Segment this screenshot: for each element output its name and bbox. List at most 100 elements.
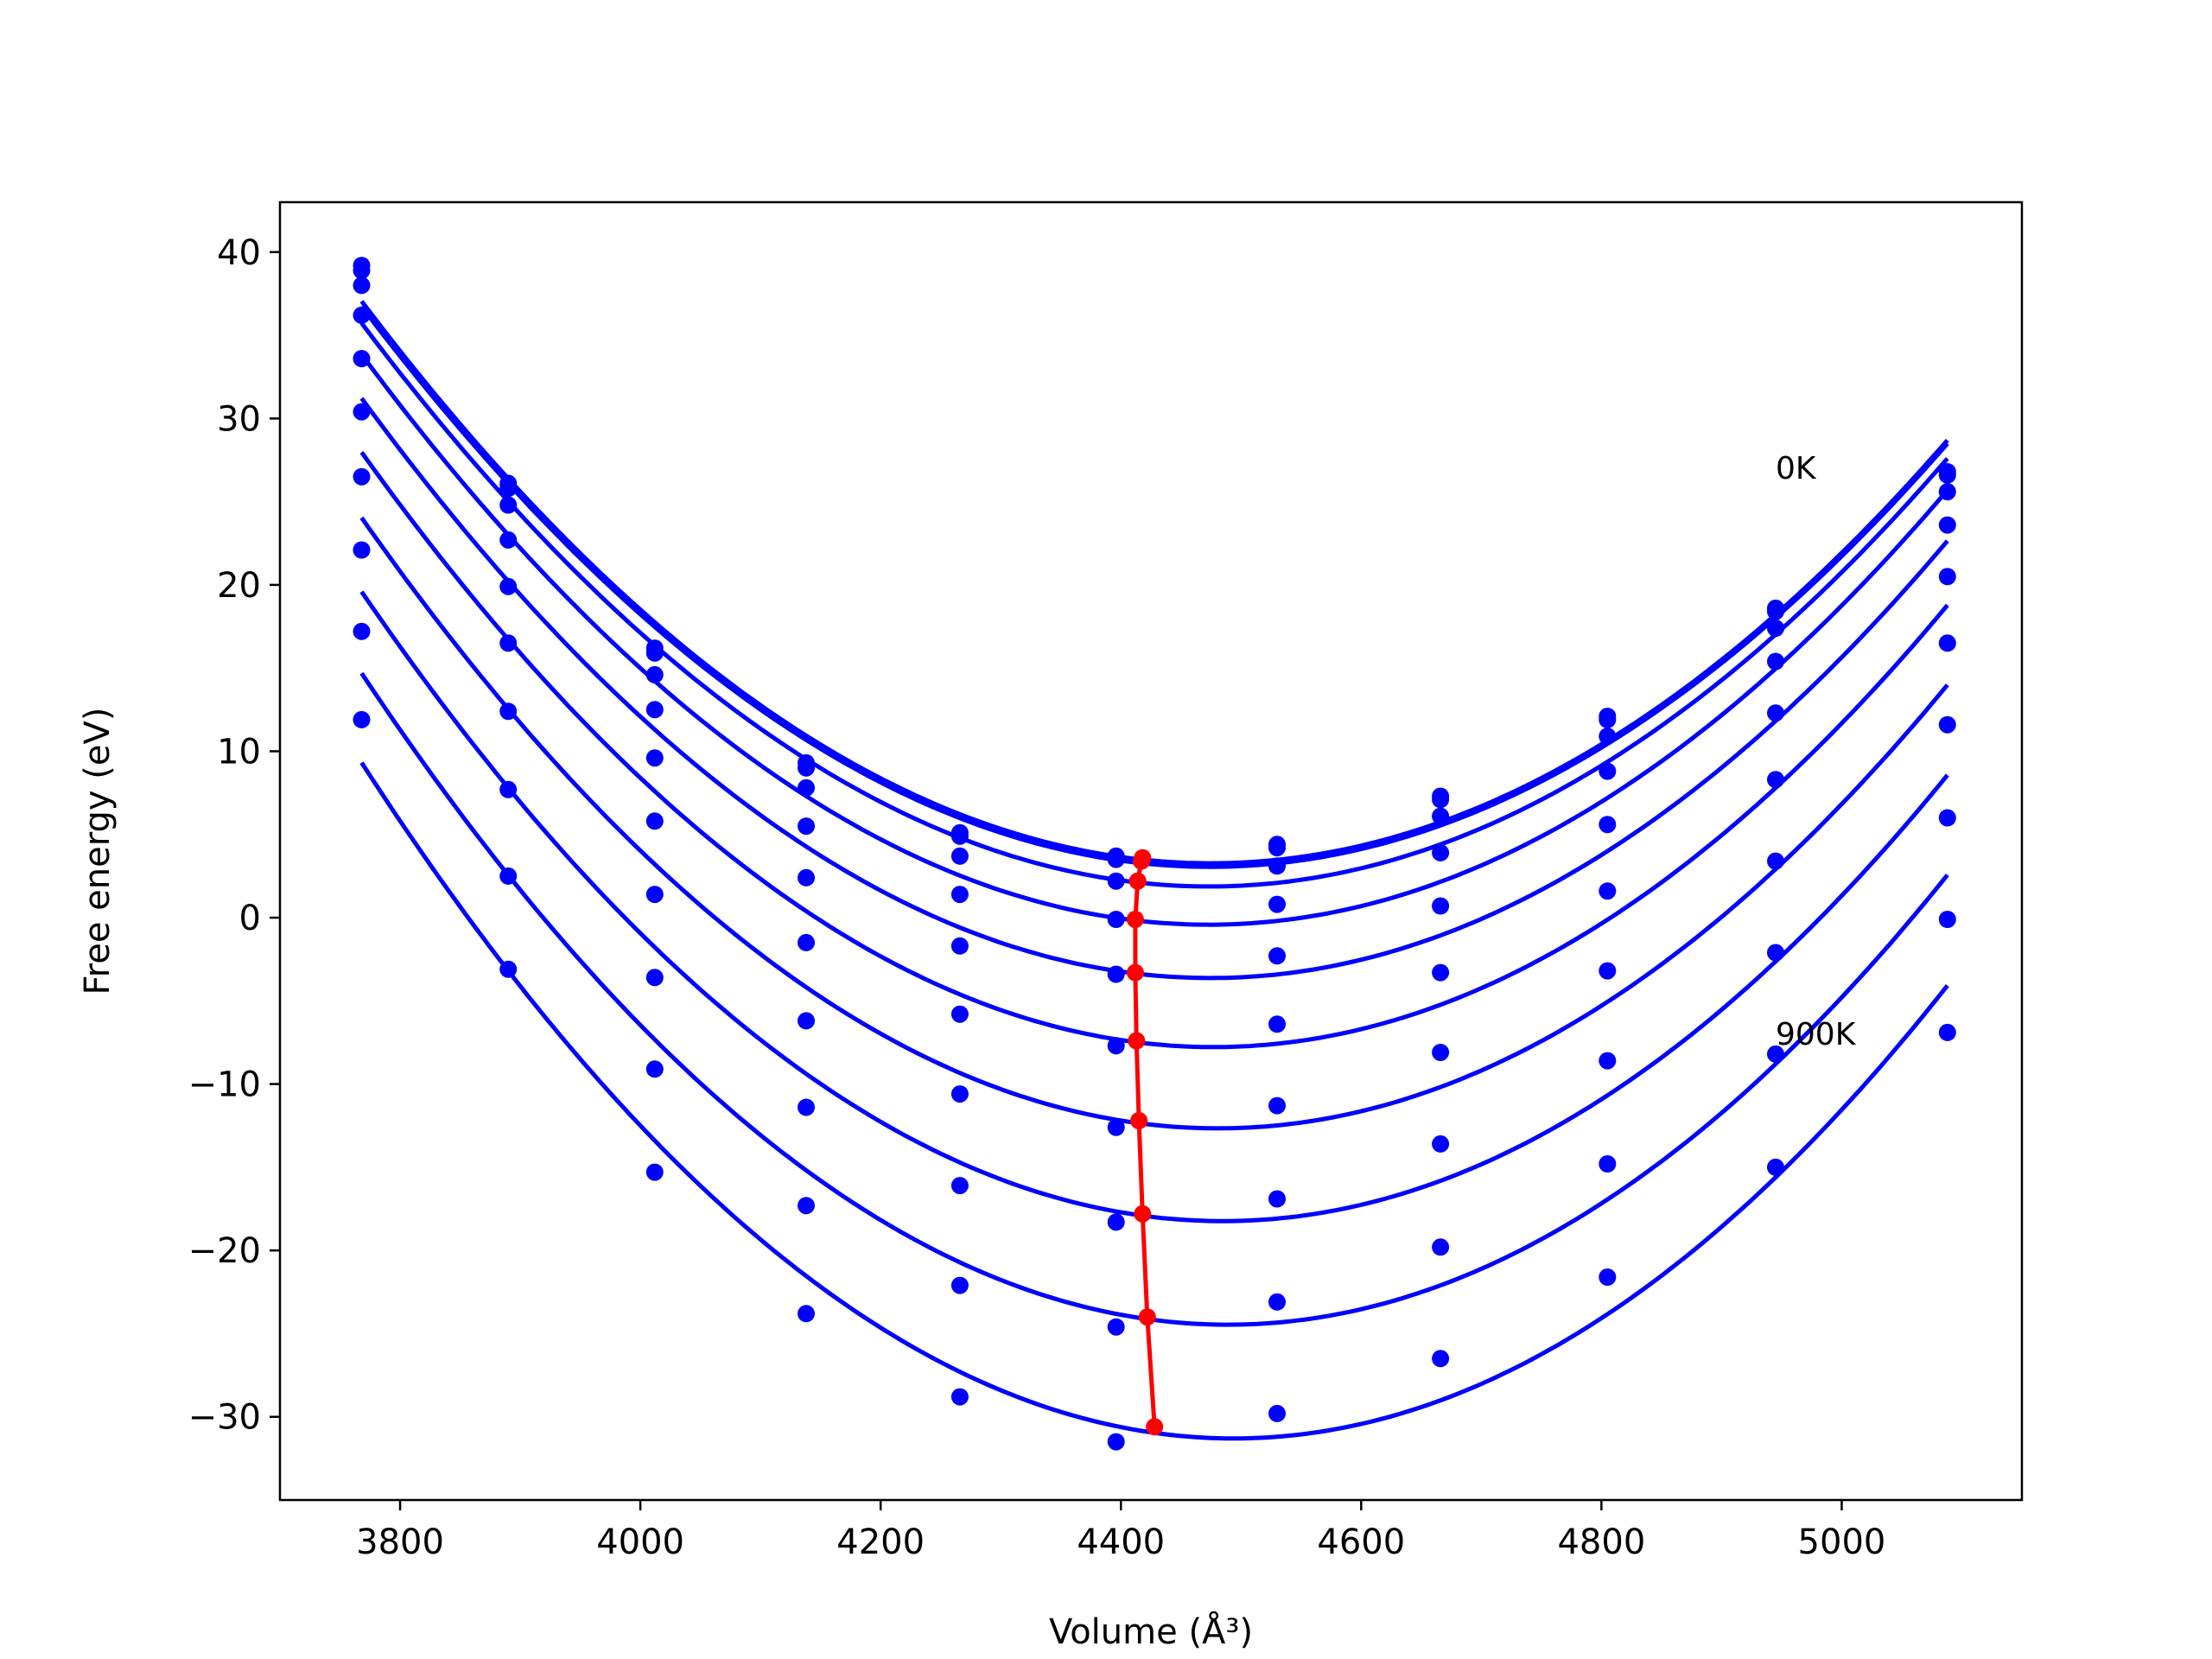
data-point bbox=[1938, 715, 1956, 734]
data-point bbox=[1599, 816, 1617, 834]
data-point bbox=[645, 644, 664, 662]
data-point bbox=[950, 847, 969, 865]
data-point bbox=[1767, 602, 1784, 620]
data-point bbox=[645, 701, 664, 719]
data-point bbox=[1268, 1190, 1286, 1208]
fit-curve-2 bbox=[359, 321, 1949, 889]
fit-curve-1 bbox=[359, 305, 1949, 869]
data-point bbox=[645, 749, 664, 767]
data-point bbox=[353, 262, 371, 279]
data-point bbox=[1432, 843, 1450, 861]
fit-curve-0 bbox=[359, 300, 1949, 866]
data-point bbox=[1268, 895, 1286, 913]
data-point bbox=[499, 531, 518, 549]
plot-frame bbox=[278, 200, 2024, 1502]
data-point bbox=[950, 1085, 969, 1103]
minimum-point bbox=[1146, 1418, 1164, 1436]
data-point bbox=[798, 1098, 815, 1116]
y-tick-label: 30 bbox=[217, 399, 261, 439]
y-tick-label: 0 bbox=[239, 899, 261, 938]
data-point bbox=[645, 969, 664, 987]
data-point bbox=[1268, 947, 1286, 965]
data-point bbox=[950, 886, 969, 904]
data-point bbox=[1107, 850, 1125, 868]
data-point bbox=[798, 868, 815, 887]
data-point bbox=[798, 759, 815, 777]
data-point bbox=[353, 622, 371, 640]
data-point bbox=[798, 1305, 815, 1323]
data-point bbox=[1599, 728, 1617, 746]
data-point bbox=[353, 403, 371, 421]
data-point bbox=[1938, 483, 1956, 501]
data-point bbox=[1432, 791, 1450, 809]
data-point bbox=[1268, 1404, 1286, 1422]
data-point bbox=[1767, 620, 1784, 637]
data-point bbox=[950, 827, 969, 845]
data-point bbox=[645, 665, 664, 683]
data-point bbox=[353, 350, 371, 367]
data-point bbox=[950, 1005, 969, 1023]
data-point bbox=[1268, 1015, 1286, 1033]
data-point bbox=[499, 480, 518, 498]
minimum-point bbox=[1132, 852, 1150, 870]
data-point bbox=[1599, 710, 1617, 728]
y-tick-label: 10 bbox=[217, 732, 261, 772]
data-point bbox=[1938, 911, 1956, 928]
data-point bbox=[1432, 1238, 1450, 1256]
x-axis-ticks: 3800 4000 4200 4400 4600 4800 5000 bbox=[356, 1500, 1885, 1562]
data-point bbox=[798, 1012, 815, 1030]
data-point bbox=[1599, 1155, 1617, 1173]
data-point bbox=[1938, 516, 1956, 534]
data-point bbox=[1767, 652, 1784, 671]
data-point bbox=[353, 710, 371, 728]
data-point bbox=[645, 1163, 664, 1181]
minimum-point bbox=[1128, 1032, 1146, 1050]
data-point bbox=[1938, 1023, 1956, 1041]
fit-curve-4 bbox=[359, 397, 1949, 981]
data-point bbox=[1107, 965, 1125, 983]
data-point bbox=[798, 779, 815, 797]
y-axis-title: Free energy (eV) bbox=[78, 708, 118, 995]
x-tick-label: 4400 bbox=[1077, 1522, 1165, 1562]
data-point bbox=[499, 496, 518, 514]
data-point bbox=[353, 306, 371, 324]
data-point bbox=[1268, 1096, 1286, 1115]
plot-area bbox=[280, 202, 2022, 1500]
minimum-path-layer bbox=[1126, 849, 1164, 1436]
data-point bbox=[1432, 897, 1450, 915]
x-axis-title: Volume (Å³) bbox=[1049, 1611, 1253, 1652]
y-tick-label: −10 bbox=[188, 1065, 261, 1105]
data-point bbox=[1767, 1045, 1784, 1063]
annotations-layer: 0K 900K bbox=[1776, 451, 1857, 1052]
y-tick-label: 40 bbox=[217, 233, 261, 273]
data-point bbox=[1767, 704, 1784, 722]
data-point bbox=[1432, 1135, 1450, 1153]
annotation-label: 0K bbox=[1776, 451, 1817, 486]
data-point bbox=[950, 1388, 969, 1406]
x-tick-label: 4600 bbox=[1317, 1522, 1405, 1562]
data-point bbox=[950, 1177, 969, 1195]
data-point bbox=[798, 817, 815, 836]
minimum-path-line bbox=[1133, 856, 1157, 1427]
data-point bbox=[1107, 1433, 1125, 1451]
minimum-point bbox=[1138, 1308, 1156, 1326]
y-axis-ticks: −30 −20 −10 0 10 20 30 40 bbox=[188, 233, 280, 1438]
data-point bbox=[1268, 839, 1286, 857]
data-point bbox=[645, 812, 664, 830]
data-point bbox=[1599, 1052, 1617, 1070]
minimum-point bbox=[1134, 1205, 1152, 1223]
x-tick-label: 3800 bbox=[356, 1522, 444, 1562]
data-point bbox=[353, 467, 371, 486]
minimum-point bbox=[1126, 911, 1144, 928]
data-point bbox=[1107, 872, 1125, 890]
data-point bbox=[353, 541, 371, 559]
annotation-label: 900K bbox=[1776, 1017, 1857, 1052]
data-point bbox=[499, 780, 518, 798]
data-point bbox=[1767, 852, 1784, 870]
data-point bbox=[1107, 1118, 1125, 1136]
data-point bbox=[1268, 1293, 1286, 1311]
data-point bbox=[1938, 634, 1956, 652]
data-point bbox=[499, 960, 518, 978]
data-point bbox=[499, 867, 518, 885]
